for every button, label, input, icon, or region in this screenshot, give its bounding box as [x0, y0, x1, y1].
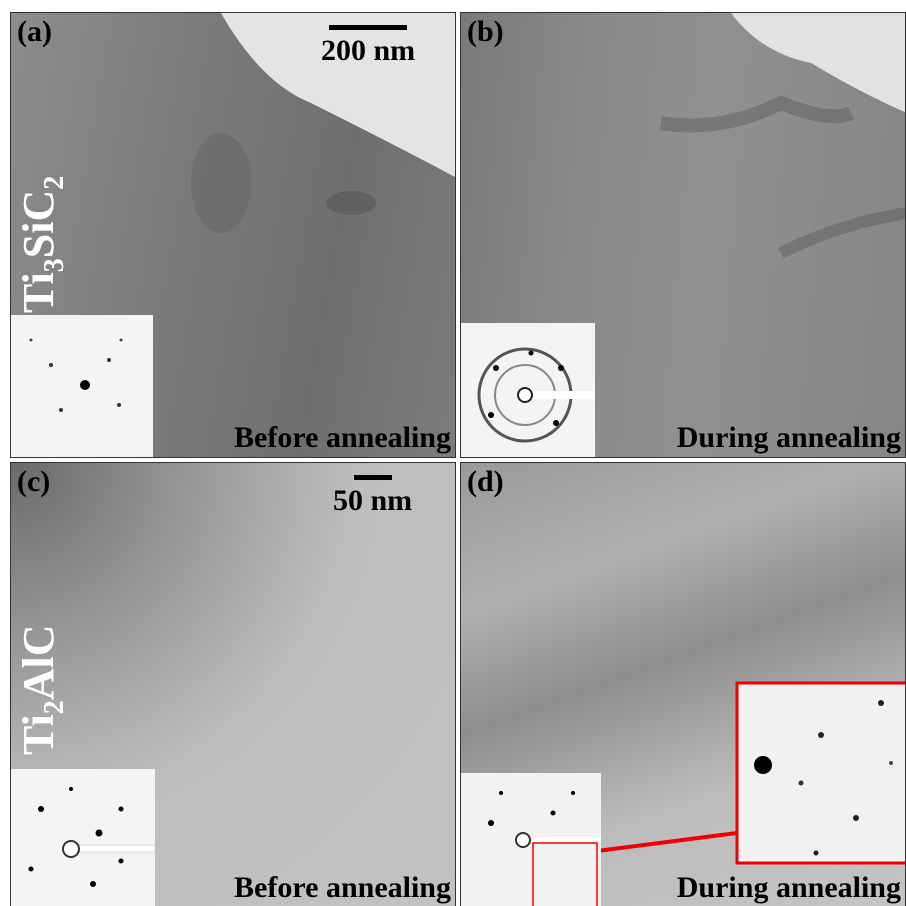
panel-c: (c) 50 nm Before annealing Ti2AlC — [10, 462, 456, 906]
text-part: 3 — [39, 258, 70, 272]
text-part: 2 — [39, 176, 70, 190]
panel-b: (b) During annealing — [460, 12, 906, 458]
panel-d: (d) During annealing — [460, 462, 906, 906]
scale-bar: 200 nm — [321, 25, 415, 68]
caption: Before annealing — [234, 871, 451, 905]
text-part: 2 — [39, 700, 70, 714]
figure: (a) 200 nm Before annealing Ti3SiC2 (b) … — [0, 0, 906, 906]
scale-bar: 50 nm — [333, 475, 412, 518]
scale-bar-label: 200 nm — [321, 34, 415, 67]
diffraction-inset — [461, 323, 595, 457]
panel-label: (d) — [467, 465, 504, 499]
diffraction-inset — [11, 315, 153, 457]
text-part: Ti — [14, 272, 63, 313]
diffraction-inset — [11, 769, 155, 906]
caption: During annealing — [677, 871, 901, 905]
material-label: Ti3SiC2 — [13, 176, 71, 313]
caption: Before annealing — [234, 421, 451, 455]
text-part: Ti — [14, 714, 63, 755]
panel-label: (b) — [467, 15, 504, 49]
text-part: SiC — [14, 190, 63, 258]
panel-label: (c) — [17, 465, 50, 499]
scale-bar-label: 50 nm — [333, 484, 412, 517]
text-part: AlC — [14, 624, 63, 700]
caption: During annealing — [677, 421, 901, 455]
panel-a: (a) 200 nm Before annealing Ti3SiC2 — [10, 12, 456, 458]
material-label: Ti2AlC — [13, 624, 71, 755]
diffraction-inset — [461, 773, 601, 906]
panel-label: (a) — [17, 15, 52, 49]
